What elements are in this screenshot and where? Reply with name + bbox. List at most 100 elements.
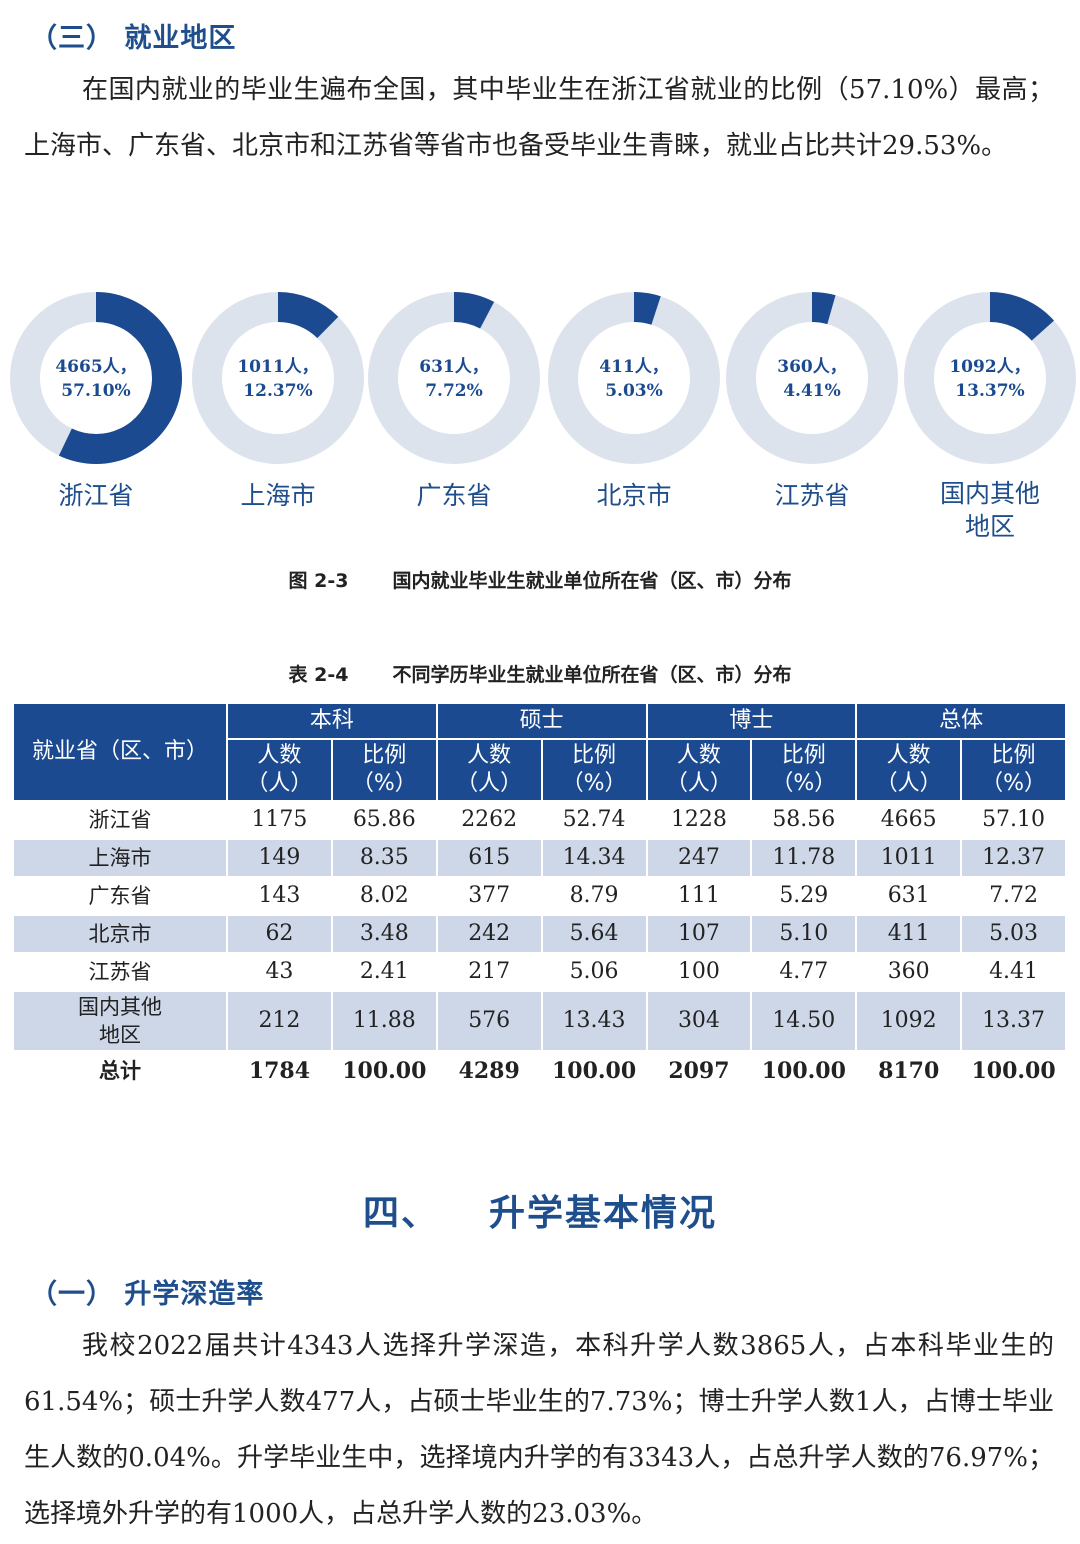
donut-slice bbox=[634, 292, 661, 325]
total-cell: 1784 bbox=[248, 1058, 311, 1084]
table-row: 上海市 149 8.35 615 14.34 247 11.78 1011 12.37 bbox=[14, 840, 1065, 876]
donut-percent-label: 5.03% bbox=[605, 381, 663, 401]
value-cell: 12.37 bbox=[962, 840, 1065, 876]
donut-slice bbox=[990, 292, 1055, 341]
table-row: 江苏省 43 2.41 217 5.06 100 4.77 360 4.41 bbox=[14, 954, 1065, 990]
group-header: 总体 bbox=[857, 704, 1065, 738]
donut-category-label: 国内其他地区 bbox=[940, 479, 1040, 541]
donut-count-label: 360人， bbox=[777, 357, 847, 377]
total-cell: 100.00 bbox=[971, 1058, 1056, 1084]
total-cell: 8170 bbox=[878, 1058, 940, 1084]
value-cell: 8.79 bbox=[569, 883, 619, 908]
value-cell: 8.02 bbox=[359, 883, 409, 908]
donut-percent-label: 12.37% bbox=[243, 381, 312, 401]
donut-remainder bbox=[548, 292, 720, 464]
value-cell: 1228 bbox=[670, 807, 727, 832]
count-subheader: 人数 （人） bbox=[647, 740, 751, 800]
table-row: 浙江省 1175 65.86 2262 52.74 1228 58.56 4665 57.10 bbox=[14, 802, 1065, 838]
value-cell: 5.64 bbox=[542, 916, 646, 952]
table-caption: 表 2-4 不同学历毕业生就业单位所在省（区、市）分布 bbox=[0, 660, 1080, 687]
value-cell: 4.41 bbox=[989, 959, 1039, 984]
value-cell: 4.77 bbox=[779, 959, 829, 984]
value-cell: 4665 bbox=[880, 807, 937, 832]
section-title: 升学基本情况 bbox=[489, 1193, 718, 1234]
total-cell: 4289 bbox=[458, 1058, 520, 1084]
region-cell: 上海市 bbox=[14, 840, 226, 876]
value-cell: 5.10 bbox=[752, 916, 856, 952]
ratio-subheader: 比例 （%） bbox=[542, 740, 646, 800]
group-header: 博士 bbox=[647, 704, 856, 738]
value-cell: 13.37 bbox=[962, 992, 1065, 1050]
value-cell: 8.35 bbox=[332, 840, 436, 876]
value-cell: 242 bbox=[437, 916, 541, 952]
value-cell: 615 bbox=[437, 840, 541, 876]
region-cell: 广东省 bbox=[88, 884, 152, 908]
donut-count-label: 411人， bbox=[599, 357, 669, 377]
donut-percent-label: 4.41% bbox=[783, 381, 841, 401]
ratio-subheader: 比例 （%） bbox=[332, 740, 436, 800]
value-cell: 58.56 bbox=[772, 807, 836, 832]
table-row: 国内其他 地区 212 11.88 576 13.43 304 14.50 1092 13.37 bbox=[14, 992, 1065, 1050]
value-cell: 1011 bbox=[857, 840, 961, 876]
value-cell: 7.72 bbox=[989, 883, 1039, 908]
value-cell: 217 bbox=[468, 959, 511, 984]
total-cell: 100.00 bbox=[761, 1058, 846, 1084]
value-cell: 5.06 bbox=[569, 959, 619, 984]
donut-count-label: 4665人， bbox=[55, 357, 136, 377]
donut: 4665人， 57.10% 浙江省 bbox=[10, 292, 183, 510]
total-cell: 2097 bbox=[668, 1058, 730, 1084]
value-cell: 43 bbox=[265, 959, 294, 984]
value-cell: 13.43 bbox=[542, 992, 646, 1050]
count-subheader: 人数 （人） bbox=[228, 740, 331, 800]
donut-remainder bbox=[726, 292, 898, 464]
section-title-further-study: 四、 升学基本情况 bbox=[0, 1184, 1080, 1236]
region-cell: 国内其他 地区 bbox=[14, 992, 226, 1050]
value-cell: 2262 bbox=[461, 807, 518, 832]
value-cell: 111 bbox=[677, 883, 720, 908]
region-cell: 浙江省 bbox=[88, 808, 152, 832]
donut: 360人， 4.41% 江苏省 bbox=[726, 292, 898, 510]
donut-slice bbox=[812, 292, 836, 325]
group-header: 本科 bbox=[228, 704, 436, 738]
value-cell: 149 bbox=[228, 840, 331, 876]
donut: 1011人， 12.37% 上海市 bbox=[192, 292, 364, 510]
donut-category-label: 江苏省 bbox=[774, 481, 849, 510]
donut-percent-label: 13.37% bbox=[955, 381, 1024, 401]
value-cell: 11.88 bbox=[332, 992, 436, 1050]
value-cell: 377 bbox=[468, 883, 511, 908]
value-cell: 212 bbox=[228, 992, 331, 1050]
table-title: 不同学历毕业生就业单位所在省（区、市）分布 bbox=[392, 664, 792, 686]
value-cell: 631 bbox=[887, 883, 930, 908]
value-cell: 11.78 bbox=[752, 840, 856, 876]
donut-slice bbox=[58, 292, 183, 464]
total-label: 总计 bbox=[99, 1059, 141, 1083]
donut-category-label: 浙江省 bbox=[58, 481, 133, 510]
donut-percent-label: 57.10% bbox=[61, 381, 130, 401]
value-cell: 5.03 bbox=[962, 916, 1065, 952]
value-cell: 3.48 bbox=[332, 916, 436, 952]
value-cell: 247 bbox=[647, 840, 751, 876]
donut-count-label: 1011人， bbox=[237, 357, 318, 377]
donut-count-label: 1092人， bbox=[949, 357, 1030, 377]
value-cell: 411 bbox=[857, 916, 961, 952]
donut: 631人， 7.72% 广东省 bbox=[368, 292, 540, 510]
table-number: 表 2-4 bbox=[288, 664, 349, 686]
total-cell: 100.00 bbox=[342, 1058, 427, 1084]
value-cell: 107 bbox=[647, 916, 751, 952]
donut-category-label: 上海市 bbox=[240, 481, 315, 510]
region-cell: 江苏省 bbox=[88, 960, 152, 984]
region-header: 就业省（区、市） bbox=[14, 704, 226, 800]
section-heading-further-study-rate: （一） 升学深造率 bbox=[30, 1279, 265, 1310]
donut-percent-label: 7.72% bbox=[425, 381, 483, 401]
count-subheader: 人数 （人） bbox=[437, 740, 541, 800]
donut-category-label: 北京市 bbox=[596, 481, 671, 510]
value-cell: 52.74 bbox=[562, 807, 626, 832]
value-cell: 1175 bbox=[251, 807, 308, 832]
value-cell: 143 bbox=[258, 883, 301, 908]
figure-caption: 图 2-3 国内就业毕业生就业单位所在省（区、市）分布 bbox=[0, 566, 1080, 593]
donut-remainder bbox=[368, 292, 540, 464]
value-cell: 57.10 bbox=[982, 807, 1046, 832]
distribution-table: 就业省（区、市） 本科 硕士 博士 总体 人数 （人） 比例 （%） 人数 （人） 比例 （%… bbox=[12, 702, 1067, 1092]
region-cell: 北京市 bbox=[14, 916, 226, 952]
further-study-paragraph: 我校2022届共计4343人选择升学深造，本科升学人数3865人，占本科毕业生的… bbox=[24, 1331, 1054, 1529]
